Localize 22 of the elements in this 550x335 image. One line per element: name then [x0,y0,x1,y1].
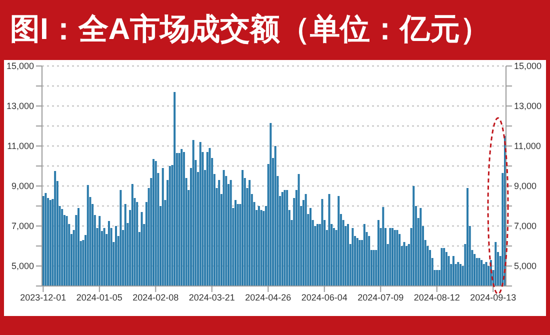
y2-tick-label: 9,000 [514,181,537,192]
x-tick-label: 2024-04-26 [245,292,292,302]
y2-tick-label: 11,000 [514,141,541,152]
x-tick-label: 2024-02-08 [132,292,179,302]
y2-tick-label: 7,000 [514,221,537,232]
chart-title: 图I：全A市场成交额（单位：亿元） [10,12,491,48]
y-tick-label: 11,000 [7,141,34,152]
y2-tick-label: 5,000 [514,261,537,272]
x-tick-label: 2024-08-12 [414,292,460,302]
x-tick-label: 2023-12-01 [20,292,66,302]
y2-tick-label: 15,000 [514,61,542,72]
text: 5,000 [11,261,34,272]
x-tick-label: 2024-03-21 [188,292,235,302]
y2-tick-label: 13,000 [514,101,542,112]
x-tick-label: 2024-01-05 [76,292,122,302]
x-tick-label: 2024-07-09 [358,292,404,302]
y-tick-label: 9,000 [11,181,34,192]
y-tick-label: 7,000 [11,221,34,232]
x-tick-label: 2024-06-04 [301,292,348,302]
x-tick-label: 2024-09-13 [470,292,516,302]
y-tick-label: 13,000 [6,101,34,112]
y-tick-label: 15,000 [6,61,34,72]
